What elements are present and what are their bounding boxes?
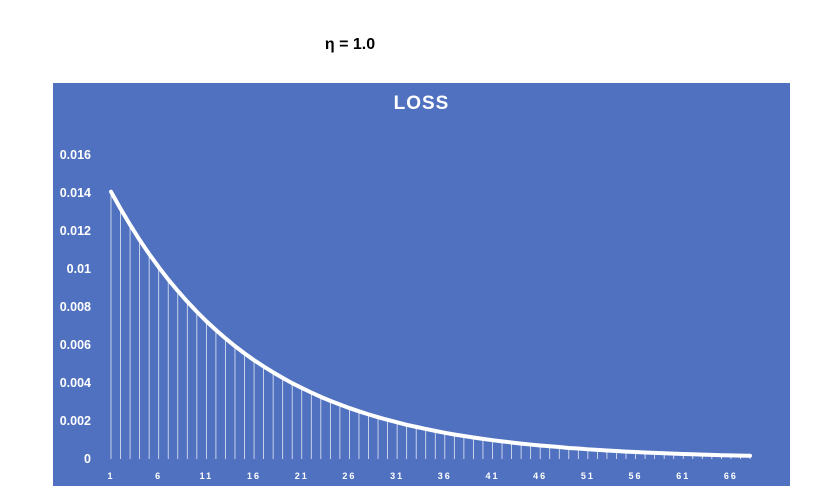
- y-axis-tick-labels: 0 0.002 0.004 0.006 0.008 0.01 0.012 0.014 0.016: [60, 148, 91, 466]
- x-tick-label: 26: [342, 471, 356, 481]
- chart-panel: 0 0.002 0.004 0.006 0.008 0.01 0.012 0.014 0.016…: [53, 83, 790, 486]
- x-tick-label: 66: [724, 471, 738, 481]
- x-tick-label: 16: [247, 471, 261, 481]
- x-tick-label: 31: [390, 471, 404, 481]
- chart-background: [53, 83, 790, 486]
- y-tick-label: 0.012: [60, 224, 91, 238]
- x-tick-label: 21: [295, 471, 309, 481]
- y-tick-label: 0: [84, 452, 91, 466]
- x-tick-label: 61: [676, 471, 690, 481]
- y-tick-label: 0.002: [60, 414, 91, 428]
- y-tick-label: 0.006: [60, 338, 91, 352]
- x-tick-label: 1: [107, 471, 114, 481]
- x-tick-label: 46: [533, 471, 547, 481]
- x-tick-label: 51: [581, 471, 595, 481]
- series-layer: [109, 189, 752, 458]
- x-axis-tick-labels: 1 6 11 16 21 26 31 36 41 46 51 56 61 66: [107, 471, 738, 481]
- loss-chart: 0 0.002 0.004 0.006 0.008 0.01 0.012 0.014 0.016…: [53, 83, 790, 486]
- y-tick-label: 0.014: [60, 186, 91, 200]
- drop-lines: [110, 191, 751, 459]
- y-tick-label: 0.01: [67, 262, 91, 276]
- x-tick-label: 11: [200, 471, 214, 481]
- y-tick-label: 0.016: [60, 148, 91, 162]
- y-tick-label: 0.008: [60, 300, 91, 314]
- x-tick-label: 56: [629, 471, 643, 481]
- x-tick-label: 41: [485, 471, 499, 481]
- x-tick-label: 36: [438, 471, 452, 481]
- loss-series-line: [109, 189, 752, 458]
- chart-title: LOSS: [393, 93, 450, 114]
- x-tick-label: 6: [155, 471, 162, 481]
- y-tick-label: 0.004: [60, 376, 91, 390]
- page-heading: η = 1.0: [324, 36, 376, 53]
